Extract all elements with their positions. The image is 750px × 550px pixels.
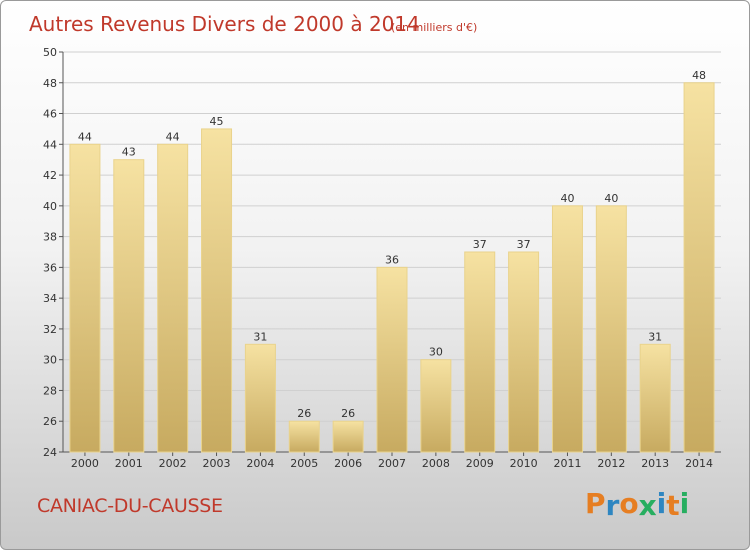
x-tick-label-2004: 2004 xyxy=(246,457,274,470)
y-tick-label: 50 xyxy=(43,46,57,59)
bar-2007 xyxy=(376,266,408,453)
bar-2002 xyxy=(157,143,189,453)
x-tick-label-2013: 2013 xyxy=(641,457,669,470)
bar-2003 xyxy=(201,128,233,453)
data-label-2004: 31 xyxy=(253,330,267,343)
bar-2004 xyxy=(244,343,276,453)
data-label-2012: 40 xyxy=(604,192,618,205)
y-tick-label: 28 xyxy=(43,384,57,397)
data-label-2013: 31 xyxy=(648,330,662,343)
y-tick-label: 40 xyxy=(43,200,57,213)
data-label-2014: 48 xyxy=(692,69,706,82)
proxiti-logo: Proxiti xyxy=(585,487,690,522)
x-tick-label-2006: 2006 xyxy=(334,457,362,470)
x-tick-label-2014: 2014 xyxy=(685,457,713,470)
y-tick-label: 32 xyxy=(43,323,57,336)
x-tick-label-2000: 2000 xyxy=(71,457,99,470)
data-label-2005: 26 xyxy=(297,407,311,420)
bar-2000 xyxy=(69,143,101,453)
x-tick-label-2010: 2010 xyxy=(510,457,538,470)
logo-letter: o xyxy=(619,487,639,520)
x-tick-label-2011: 2011 xyxy=(553,457,581,470)
y-tick-label: 48 xyxy=(43,77,57,90)
x-tick-label-2007: 2007 xyxy=(378,457,406,470)
x-tick-label-2001: 2001 xyxy=(115,457,143,470)
data-label-2002: 44 xyxy=(166,130,180,143)
bar-2012 xyxy=(595,205,627,453)
logo-letter: r xyxy=(605,489,620,522)
y-tick-label: 30 xyxy=(43,354,57,367)
data-label-2010: 37 xyxy=(517,238,531,251)
data-label-2003: 45 xyxy=(210,115,224,128)
y-tick-label: 24 xyxy=(43,446,57,459)
data-label-2007: 36 xyxy=(385,253,399,266)
bars: 44 43 44 45 31 26 26 36 30 37 37 40 40 31 48 xyxy=(69,69,715,453)
x-tick-label-2002: 2002 xyxy=(159,457,187,470)
logo-letter: i xyxy=(656,487,667,520)
x-tick-label-2009: 2009 xyxy=(466,457,494,470)
bar-2006 xyxy=(332,420,364,453)
y-tick-label: 42 xyxy=(43,169,57,182)
data-label-2008: 30 xyxy=(429,346,443,359)
x-tick-label-2012: 2012 xyxy=(597,457,625,470)
bar-2013 xyxy=(639,343,671,453)
chart-subtitle: (en milliers d'€) xyxy=(391,21,477,34)
logo-letter: P xyxy=(585,487,606,520)
y-tick-label: 44 xyxy=(43,138,57,151)
data-label-2009: 37 xyxy=(473,238,487,251)
y-tick-label: 38 xyxy=(43,231,57,244)
data-label-2011: 40 xyxy=(560,192,574,205)
logo-letter: i xyxy=(679,487,690,520)
bar-2010 xyxy=(508,251,540,453)
logo-letter: x xyxy=(638,489,657,522)
x-tick-label-2003: 2003 xyxy=(203,457,231,470)
bar-2009 xyxy=(464,251,496,453)
x-tick-label-2008: 2008 xyxy=(422,457,450,470)
x-tick-label-2005: 2005 xyxy=(290,457,318,470)
y-tick-label: 46 xyxy=(43,108,57,121)
y-tick-label: 34 xyxy=(43,292,57,305)
data-label-2001: 43 xyxy=(122,146,136,159)
data-label-2006: 26 xyxy=(341,407,355,420)
axes: 24 26 28 30 32 34 36 38 40 42 44 46 48 50 2000 2001 2002… xyxy=(43,46,721,470)
bar-2011 xyxy=(551,205,583,453)
bar-2001 xyxy=(113,159,145,453)
logo-letter: t xyxy=(666,489,680,522)
data-label-2000: 44 xyxy=(78,130,92,143)
y-tick-label: 36 xyxy=(43,261,57,274)
bar-2014 xyxy=(683,82,715,453)
chart-title: Autres Revenus Divers de 2000 à 2014 xyxy=(29,12,420,36)
y-tick-label: 26 xyxy=(43,415,57,428)
bar-2008 xyxy=(420,359,452,453)
bar-2005 xyxy=(288,420,320,453)
commune-name: CANIAC-DU-CAUSSE xyxy=(37,495,223,517)
